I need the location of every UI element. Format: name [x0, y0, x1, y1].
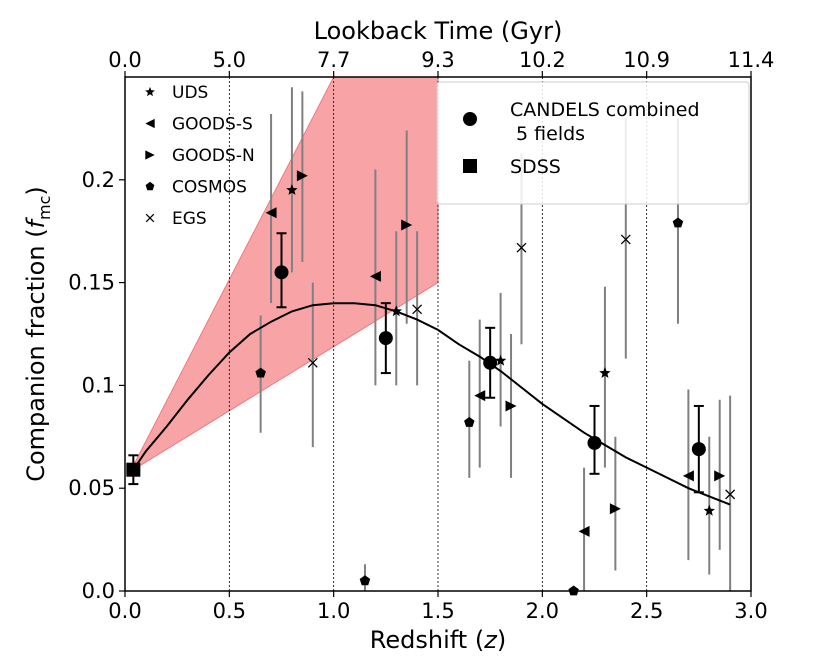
- point-egs-1: [412, 304, 423, 315]
- point-goods-s-4: [682, 470, 694, 482]
- legend-combined-label-line1: CANDELS combined: [510, 99, 700, 121]
- x-axis-title: Redshift (z): [370, 626, 506, 654]
- point-egs-3: [620, 234, 631, 245]
- point-goods-n-4: [714, 470, 726, 482]
- point-egs-1-stroke-b: [412, 304, 423, 315]
- top-axis-title: Lookback Time (Gyr): [314, 17, 563, 45]
- point-egs-4: [725, 489, 736, 500]
- y-axis-title: Companion fraction (fmc): [22, 186, 54, 482]
- point-candels-combined-1: [378, 331, 393, 346]
- point-uds-0: [286, 184, 298, 195]
- point-uds-1: [390, 305, 402, 317]
- legend-marker-goods-n: [145, 150, 155, 160]
- legend-marker-uds: [145, 86, 155, 97]
- top-tick-label-2: 7.7: [317, 48, 350, 72]
- point-uds-2: [494, 354, 507, 366]
- axes: 0.0 0.5 1.0 1.5 2.0 2.5 3.0 0.0 5.0 7.7 9.3 10.2 10.…: [68, 48, 774, 623]
- y-axis-title-sub: mc: [35, 196, 54, 220]
- legend-combined: CANDELS combined 5 fields SDSS: [436, 81, 750, 205]
- x-tick-label-5: 2.5: [630, 599, 663, 623]
- y-tick-label-0: 0.0: [82, 579, 115, 603]
- x-tick-label-1: 0.5: [213, 599, 246, 623]
- point-candels-combined-2: [483, 355, 498, 370]
- point-egs-0: [307, 357, 318, 368]
- top-tick-label-1: 5.0: [213, 48, 246, 72]
- top-tick-label-0: 0.0: [108, 48, 141, 72]
- point-egs-2-stroke-b: [516, 242, 527, 253]
- legend-label-cosmos: COSMOS: [172, 178, 247, 198]
- point-egs-3-stroke-b: [620, 234, 631, 245]
- point-egs-0-stroke-b: [307, 357, 318, 368]
- legend-combined-frame: [436, 81, 750, 205]
- legend-marker-egs: [145, 213, 155, 223]
- x-axis-title-main: Redshift (: [370, 626, 484, 654]
- point-candels-combined-0: [274, 265, 289, 280]
- shaded-band-area: [132, 77, 439, 471]
- legend-label-goods-s: GOODS-S: [172, 115, 253, 135]
- fit-curve-line: [132, 302, 731, 506]
- y-tick-label-2: 0.1: [82, 373, 115, 397]
- point-candels-combined-3: [587, 435, 602, 450]
- point-goods-n-3: [609, 503, 621, 515]
- legend-label-egs: EGS: [172, 209, 207, 229]
- point-goods-n-1: [401, 219, 413, 231]
- legend-fields: UDS GOODS-S GOODS-N COSMOS EGS: [145, 83, 255, 229]
- x-tick-label-2: 1.0: [317, 599, 350, 623]
- y-axis-title-main: Companion fraction (: [22, 228, 50, 481]
- point-goods-s-1: [369, 270, 381, 282]
- y-axis-title-close: ): [22, 186, 50, 195]
- point-goods-s-3: [578, 525, 590, 537]
- legend-combined-marker: [463, 112, 477, 126]
- point-egs-4-stroke-b: [725, 489, 736, 500]
- fit-curve: [132, 302, 731, 506]
- point-cosmos-4: [672, 217, 684, 228]
- x-axis-title-close: ): [497, 626, 506, 654]
- legend-sdss-marker: [463, 159, 477, 173]
- x-axis-title-var: z: [483, 626, 498, 654]
- top-tick-label-3: 9.3: [421, 48, 454, 72]
- legend-marker-egs-stroke-b: [145, 213, 155, 223]
- point-goods-n-2: [505, 400, 517, 412]
- point-goods-s-2: [474, 390, 486, 402]
- x-tick-label-6: 3.0: [734, 599, 767, 623]
- legend-sdss-label: SDSS: [510, 156, 561, 178]
- point-cosmos-2: [464, 416, 475, 427]
- legend-marker-cosmos: [145, 181, 155, 191]
- point-goods-n-0: [296, 170, 308, 182]
- point-cosmos-1: [359, 575, 371, 586]
- legend-combined-label-line2: 5 fields: [510, 123, 585, 145]
- shaded-confidence-band: [132, 77, 439, 471]
- point-uds-4: [703, 504, 715, 516]
- top-tick-label-6: 11.4: [728, 48, 775, 72]
- point-cosmos-0: [255, 367, 266, 378]
- top-tick-label-4: 10.2: [519, 48, 566, 72]
- x-tick-label-0: 0.0: [108, 599, 141, 623]
- y-tick-label-4: 0.2: [82, 168, 115, 192]
- point-candels-combined-4: [691, 442, 706, 457]
- y-tick-label-1: 0.05: [68, 476, 115, 500]
- point-goods-s-0: [265, 207, 277, 219]
- legend-marker-goods-s: [145, 118, 155, 129]
- legend-label-uds: UDS: [172, 83, 208, 103]
- point-egs-2: [516, 242, 527, 253]
- data-points: [126, 170, 736, 596]
- x-tick-label-3: 1.5: [421, 599, 454, 623]
- y-tick-label-3: 0.15: [68, 271, 115, 295]
- legend-label-goods-n: GOODS-N: [172, 146, 255, 166]
- point-uds-3: [599, 367, 611, 378]
- top-tick-label-5: 10.9: [623, 48, 670, 72]
- point-sdss-0: [126, 462, 141, 477]
- x-tick-label-4: 2.0: [526, 599, 559, 623]
